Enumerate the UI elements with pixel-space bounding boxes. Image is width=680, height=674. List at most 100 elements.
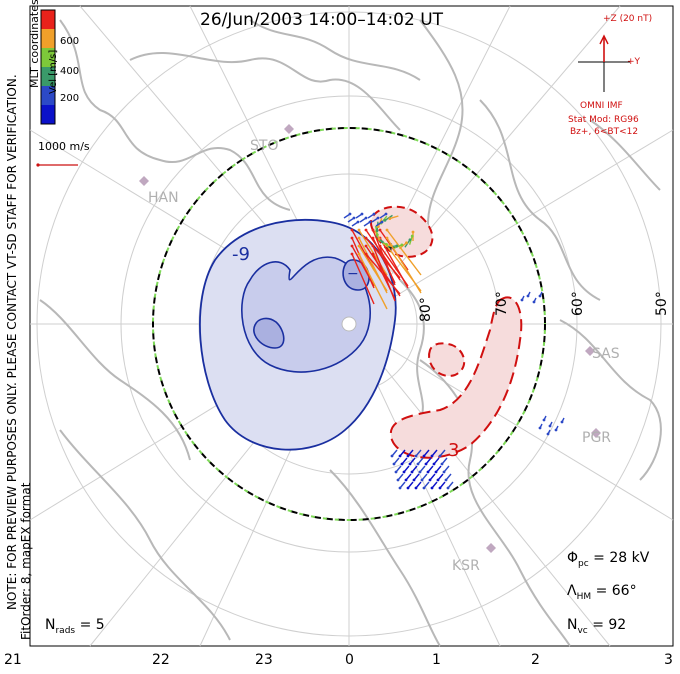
velocity-vector-origin <box>538 426 542 430</box>
velocity-vector-origin <box>546 432 550 436</box>
potential-min-marker: − <box>347 266 359 282</box>
velocity-vector-origin <box>378 244 382 248</box>
mlt-hour-3: 3 <box>664 652 673 668</box>
velocity-vector-origin <box>446 486 450 490</box>
mlt-hour-23: 23 <box>255 652 273 668</box>
stat-model: Stat Mod: RG96 <box>568 115 639 125</box>
velocity-vector-origin <box>350 236 354 240</box>
velocity-vector-origin <box>348 212 352 216</box>
colorbar-segment <box>41 86 55 105</box>
velocity-vector <box>379 245 409 287</box>
velocity-vector-origin <box>371 228 375 232</box>
velocity-vectors <box>343 212 565 490</box>
station-sas: SAS <box>592 346 620 362</box>
velocity-vector-origin <box>436 478 440 482</box>
velocity-vector-origin <box>364 216 368 220</box>
velocity-vector-origin <box>398 454 402 458</box>
velocity-vector-origin <box>364 236 368 240</box>
velocity-vector-origin <box>414 486 418 490</box>
plot-frame <box>29 5 674 647</box>
velocity-vector-origin <box>402 470 406 474</box>
velocity-vector-origin <box>364 244 368 248</box>
velocity-vector-origin <box>368 220 372 224</box>
lat-label-60: 60° <box>570 291 586 316</box>
velocity-vector-origin <box>424 462 428 466</box>
velocity-vector-origin <box>396 478 400 482</box>
velocity-vector-origin <box>371 244 375 248</box>
velocity-vector <box>386 245 422 292</box>
contour-label-positive: 3 <box>448 440 460 461</box>
imf-dial <box>578 34 630 92</box>
station-han: HAN <box>148 190 179 206</box>
velocity-vector <box>372 253 396 300</box>
velocity-vector-origin <box>383 218 387 222</box>
velocity-vector-origin <box>400 462 404 466</box>
colorbar-segment <box>41 29 55 48</box>
velocity-vector-origin <box>410 234 414 238</box>
imf-condition: Bz+, 6<BT<12 <box>570 127 639 137</box>
lat-label-80: 80° <box>418 297 434 322</box>
velocity-vector-origin <box>426 470 430 474</box>
mlt-hour-22: 22 <box>152 652 170 668</box>
velocity-vector-origin <box>434 470 438 474</box>
velocity-vector-origin <box>375 229 379 233</box>
velocity-vector-origin <box>376 216 380 220</box>
velocity-vector-origin <box>422 454 426 458</box>
velocity-vector-origin <box>380 220 384 224</box>
velocity-vector-origin <box>350 228 354 232</box>
preview-note: NOTE: FOR PREVIEW PURPOSES ONLY. PLEASE … <box>5 74 19 610</box>
mlt-hour-2: 2 <box>531 652 540 668</box>
velocity-vector-origin <box>398 486 402 490</box>
velocity-vector-origin <box>444 478 448 482</box>
velocity-vector-origin <box>378 228 382 232</box>
velocity-vector-origin <box>385 228 389 232</box>
lambda-hm-stat: ΛHM = 66° <box>567 583 637 602</box>
velocity-vector-origin <box>414 454 418 458</box>
velocity-vector-origin <box>371 252 375 256</box>
velocity-vector-origin <box>376 225 380 229</box>
velocity-vector <box>358 253 388 310</box>
colorbar-segment <box>41 48 55 67</box>
velocity-vector-origin <box>416 462 420 466</box>
lat-label-70: 70° <box>494 291 510 316</box>
velocity-vector-origin <box>392 462 396 466</box>
velocity-vector-origin <box>357 236 361 240</box>
velocity-vector-origin <box>408 462 412 466</box>
colorbar-segment <box>41 67 55 86</box>
velocity-vector-origin <box>406 486 410 490</box>
velocity-vector-origin <box>526 294 530 298</box>
potential-max-marker: + <box>385 240 397 256</box>
velocity-vector <box>386 229 422 276</box>
velocity-vector-origin <box>412 478 416 482</box>
velocity-vector-origin <box>422 486 426 490</box>
velocity-vector-origin <box>428 478 432 482</box>
imf-source: OMNI IMF <box>580 101 623 111</box>
map-title: 26/Jun/2003 14:00–14:02 UT <box>200 10 444 30</box>
velocity-vector-origin <box>360 212 364 216</box>
imf-y-label: +Y <box>627 57 641 67</box>
station-ksr: KSR <box>452 558 480 574</box>
velocity-vector-origin <box>432 462 436 466</box>
velocity-vector-origin <box>356 220 360 224</box>
velocity-vector-origin <box>438 454 442 458</box>
velocity-vector-origin <box>520 298 524 302</box>
velocity-vector-origin <box>430 454 434 458</box>
mlt-hour-0: 0 <box>345 652 354 668</box>
station-sto: STO <box>250 138 279 154</box>
station-pgr: PGR <box>582 430 612 446</box>
negative-cell <box>199 219 397 451</box>
velocity-vector-origin <box>371 236 375 240</box>
colorbar-title: Vel [m/s] <box>48 49 59 94</box>
velocity-vector-origin <box>357 228 361 232</box>
colorbar <box>40 9 56 125</box>
velocity-vector-origin <box>380 240 384 244</box>
pole-marker <box>341 316 357 332</box>
velocity-vector-origin <box>364 228 368 232</box>
velocity-vector-origin <box>554 428 558 432</box>
mlt-hour-1: 1 <box>432 652 441 668</box>
velocity-vector-origin <box>438 486 442 490</box>
colorbar-segment <box>41 10 55 29</box>
velocity-vector-origin <box>384 212 388 216</box>
velocity-vector-origin <box>372 212 376 216</box>
